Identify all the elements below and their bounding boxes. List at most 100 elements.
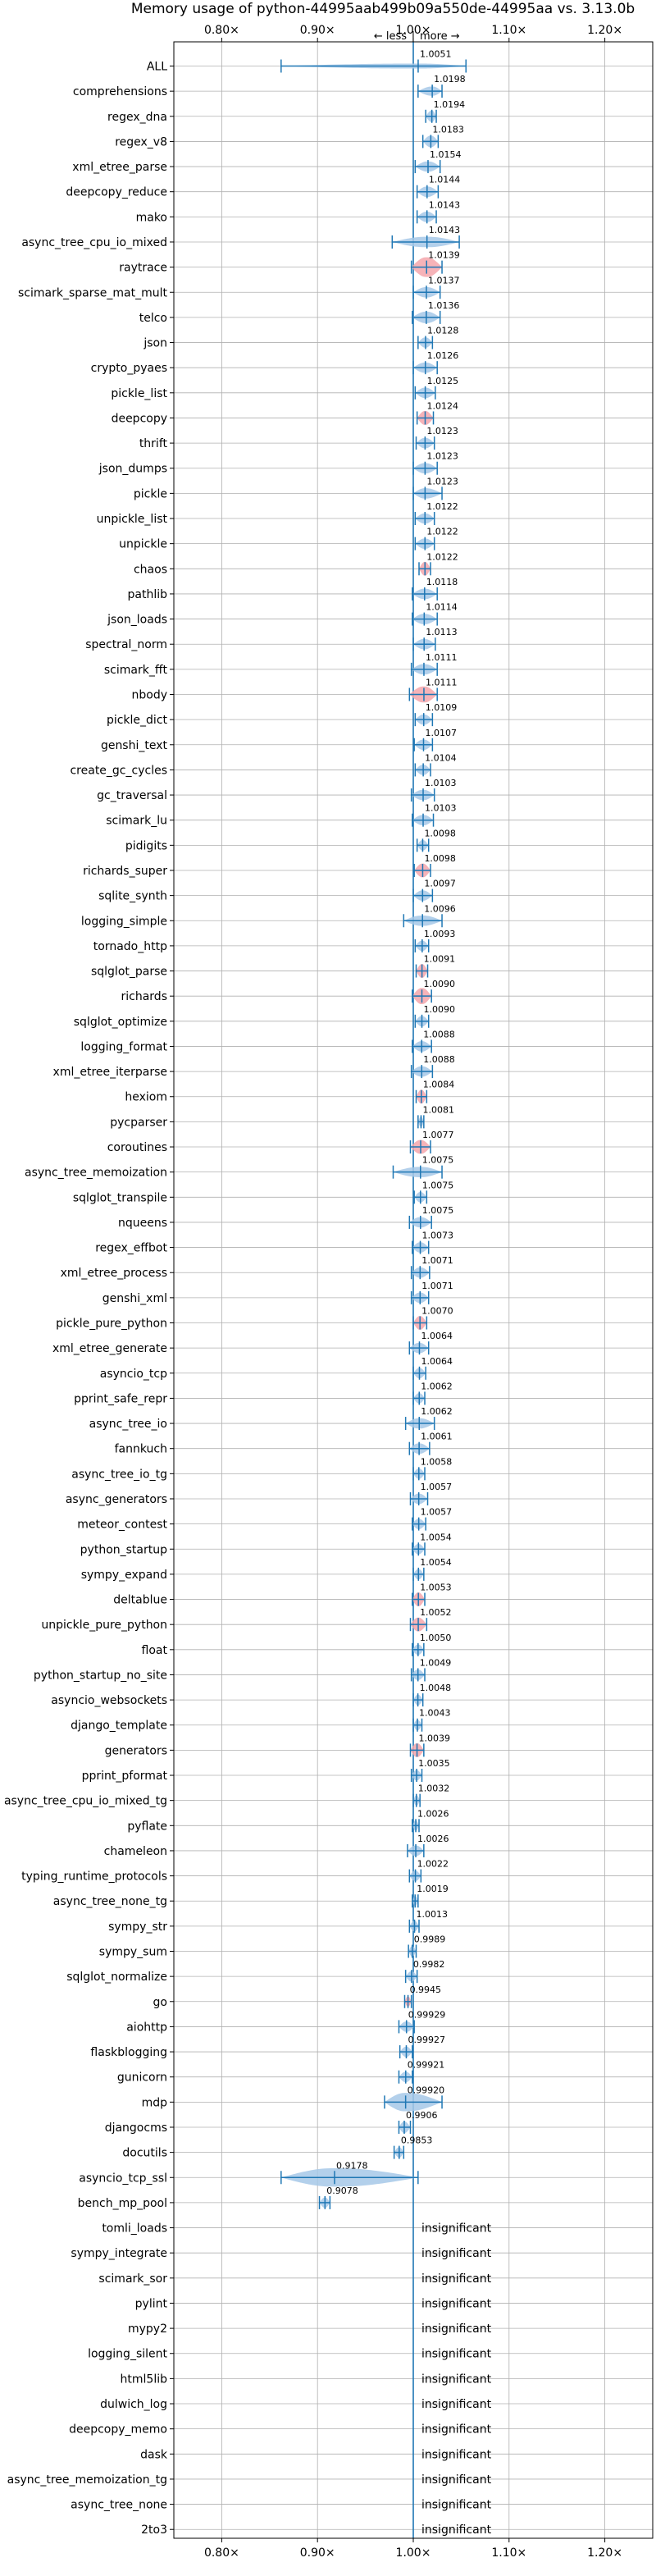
value-label: 1.0051 xyxy=(420,49,452,60)
value-label: 1.0019 xyxy=(417,1884,449,1894)
benchmark-label: pickle xyxy=(134,487,167,500)
benchmark-label: logging_silent xyxy=(88,2348,167,2361)
benchmark-label: scimark_sor xyxy=(98,2272,167,2286)
benchmark-label: ALL xyxy=(147,61,167,74)
axis-ticks: 0.80× 0.80× 0.90× 0.90× 1.00× 1.00× 1.10× 1.10×… xyxy=(170,24,622,2560)
benchmark-label: chameleon xyxy=(104,1845,167,1858)
benchmark-label: nbody xyxy=(132,689,168,702)
value-label: 1.0183 xyxy=(432,124,464,135)
insignificant-label: insignificant xyxy=(421,2423,492,2437)
value-label: 1.0075 xyxy=(422,1205,454,1216)
benchmark-label: mdp xyxy=(142,2096,168,2109)
benchmark-label: scimark_lu xyxy=(106,815,167,828)
benchmark-label: deepcopy xyxy=(112,412,167,425)
benchmark-label: logging_format xyxy=(80,1040,167,1053)
value-label: 1.0035 xyxy=(418,1758,450,1769)
benchmark-label: crypto_pyaes xyxy=(91,362,167,375)
benchmark-label: async_generators xyxy=(66,1493,167,1506)
value-label: 1.0097 xyxy=(424,879,456,889)
benchmark-labels: ALL comprehensions regex_dna regex_v8 xml_et… xyxy=(4,49,492,2537)
benchmark-label: go xyxy=(153,1996,167,2009)
x-tick-label-top: 1.10× xyxy=(491,24,526,37)
value-label: 1.0137 xyxy=(428,275,460,285)
benchmark-label: pprint_pformat xyxy=(82,1770,168,1783)
benchmark-label: fannkuch xyxy=(115,1443,167,1456)
insignificant-label: insignificant xyxy=(421,2247,492,2260)
value-label: 1.0052 xyxy=(420,1607,452,1618)
x-tick-label-top: 1.00× xyxy=(396,24,431,37)
benchmark-label: xml_etree_generate xyxy=(52,1342,167,1355)
value-label: 0.9989 xyxy=(414,1934,446,1945)
value-label: 1.0075 xyxy=(422,1155,454,1166)
value-label: 1.0032 xyxy=(418,1784,450,1794)
value-label: 1.0122 xyxy=(426,527,458,537)
plot-frame xyxy=(173,41,654,2539)
benchmark-label: richards xyxy=(121,990,168,1003)
insignificant-label: insignificant xyxy=(421,2523,492,2537)
insignificant-label: insignificant xyxy=(421,2373,492,2386)
benchmark-label: genshi_xml xyxy=(102,1292,167,1305)
benchmark-label: logging_simple xyxy=(81,915,167,928)
value-label: 1.0062 xyxy=(421,1381,453,1391)
x-tick-label-bottom: 1.00× xyxy=(396,2546,431,2560)
benchmark-label: meteor_contest xyxy=(77,1519,167,1532)
value-label: 1.0070 xyxy=(421,1306,453,1317)
insignificant-label: insignificant xyxy=(421,2323,492,2336)
benchmark-label: aiohttp xyxy=(126,2021,167,2034)
value-label: 1.0026 xyxy=(417,1834,449,1844)
value-label: 1.0054 xyxy=(420,1557,452,1568)
benchmark-label: sympy_sum xyxy=(99,1946,167,1959)
value-label: 0.9178 xyxy=(336,2160,368,2171)
value-label: 1.0084 xyxy=(423,1080,455,1090)
value-label: 0.9078 xyxy=(326,2185,358,2196)
benchmark-label: deepcopy_reduce xyxy=(66,186,167,199)
benchmark-label: typing_runtime_protocols xyxy=(21,1870,167,1884)
value-label: 1.0088 xyxy=(423,1054,455,1065)
direction-label-less: ← less xyxy=(374,30,407,43)
benchmark-label: regex_effbot xyxy=(95,1242,167,1255)
benchmark-label: json xyxy=(143,337,167,350)
value-label: 1.0154 xyxy=(430,149,462,160)
value-label: 1.0073 xyxy=(422,1231,454,1241)
value-label: 1.0054 xyxy=(420,1532,452,1542)
benchmark-label: sqlite_synth xyxy=(98,890,167,903)
benchmark-label: flaskblogging xyxy=(90,2046,167,2059)
value-label: 1.0093 xyxy=(424,929,456,939)
benchmark-label: unpickle_list xyxy=(97,513,168,526)
value-label: 1.0050 xyxy=(420,1633,451,1643)
value-label: 1.0098 xyxy=(424,853,456,864)
direction-label-more: more → xyxy=(420,30,460,43)
benchmark-label: nqueens xyxy=(118,1217,167,1230)
insignificant-label: insignificant xyxy=(421,2499,492,2512)
benchmark-label: tomli_loads xyxy=(102,2222,167,2236)
insignificant-label: insignificant xyxy=(421,2272,492,2286)
x-tick-label-bottom: 0.90× xyxy=(300,2546,335,2560)
value-label: 1.0143 xyxy=(429,199,461,210)
benchmark-label: comprehensions xyxy=(73,85,167,98)
value-label: 1.0091 xyxy=(424,954,456,965)
value-label: 0.99920 xyxy=(408,2085,445,2095)
x-tick-label-bottom: 1.10× xyxy=(491,2546,526,2560)
insignificant-label: insignificant xyxy=(421,2297,492,2310)
value-label: 1.0123 xyxy=(426,476,458,486)
benchmark-label: chaos xyxy=(134,563,167,576)
value-label: 1.0064 xyxy=(421,1331,453,1341)
value-label: 1.0103 xyxy=(425,778,457,788)
value-label: 1.0123 xyxy=(426,426,458,436)
insignificant-label: insignificant xyxy=(421,2348,492,2361)
benchmark-label: async_tree_io xyxy=(89,1418,167,1431)
value-label: 1.0039 xyxy=(419,1733,450,1743)
benchmark-label: asyncio_websockets xyxy=(51,1694,167,1707)
x-tick-label-top: 1.20× xyxy=(587,24,622,37)
value-label: 1.0049 xyxy=(420,1657,452,1668)
x-tick-label-top: 0.80× xyxy=(204,24,239,37)
benchmark-label: pickle_list xyxy=(111,387,167,400)
value-label: 1.0062 xyxy=(421,1406,453,1417)
benchmark-label: pidigits xyxy=(125,839,167,852)
value-label: 1.0064 xyxy=(421,1356,453,1367)
x-tick-label-bottom: 0.80× xyxy=(204,2546,239,2560)
benchmark-label: regex_dna xyxy=(107,111,167,124)
value-label: 1.0081 xyxy=(422,1104,454,1115)
value-label: 1.0013 xyxy=(417,1909,449,1920)
benchmark-label: create_gc_cycles xyxy=(70,764,167,777)
